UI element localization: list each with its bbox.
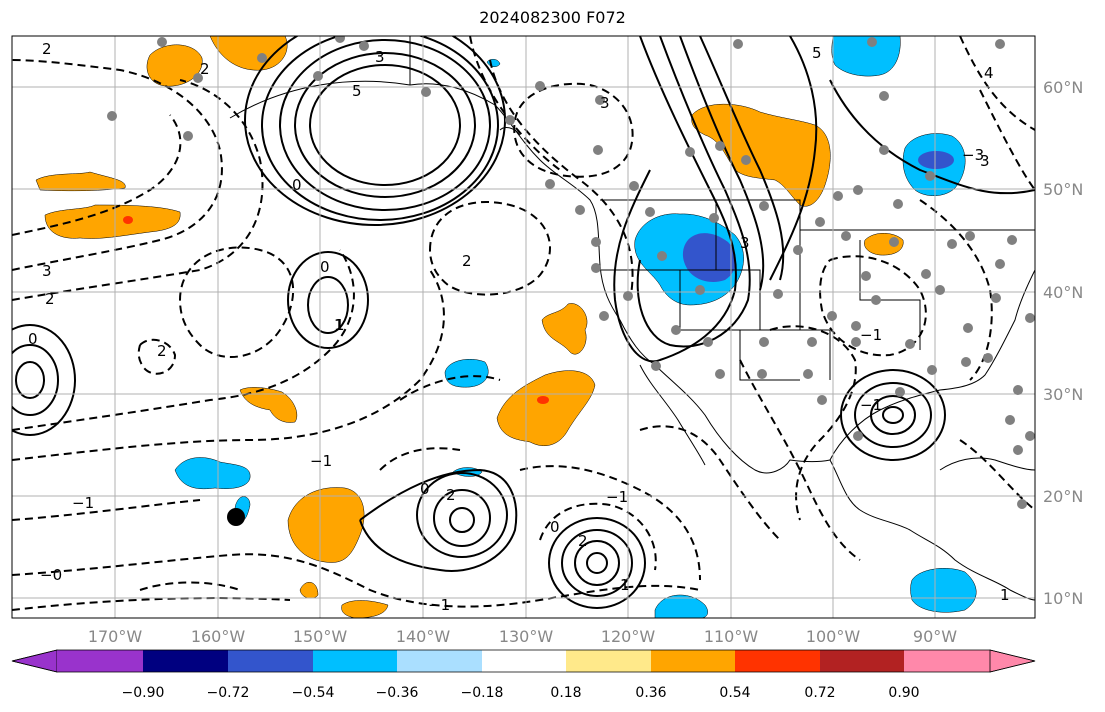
latitude-labels: 60°N 50°N 40°N 30°N 20°N 10°N <box>1043 78 1083 608</box>
lat-label: 60°N <box>1043 78 1083 97</box>
lat-label: 40°N <box>1043 283 1083 302</box>
longitude-labels: 170°W 160°W 150°W 140°W 130°W 120°W 110°… <box>88 627 957 646</box>
graticule <box>12 36 1035 618</box>
lat-label: 20°N <box>1043 487 1083 506</box>
contour-label: −1 <box>310 452 332 470</box>
contour-label: 5 <box>812 44 822 62</box>
contour-label: 1 <box>620 576 630 594</box>
contour-label: −1 <box>72 494 94 512</box>
colorbar-swatch <box>57 650 143 672</box>
map-background <box>12 36 1035 618</box>
contour-label: 3 <box>375 48 385 66</box>
lon-label: 110°W <box>704 627 759 646</box>
colorbar-swatch <box>904 650 990 672</box>
contour-label: 2 <box>42 40 52 58</box>
contour-label: 2 <box>446 486 456 504</box>
map-frame <box>11 35 1036 619</box>
contour-label: 5 <box>352 82 362 100</box>
strong-positive-shading <box>123 216 549 404</box>
lat-label: 10°N <box>1043 589 1083 608</box>
contour-label: 3 <box>980 152 990 170</box>
colorbar: −0.90 −0.72 −0.54 −0.36 −0.18 0.18 0.36 … <box>11 649 1036 701</box>
colorbar-label: −0.36 <box>376 685 419 701</box>
contour-label: 0 <box>320 258 330 276</box>
colorbar-label: 0.54 <box>719 685 750 701</box>
contour-label: 1 <box>334 316 344 334</box>
colorbar-swatch <box>482 650 566 672</box>
colorbar-label: 0.18 <box>550 685 581 701</box>
lon-label: 90°W <box>913 627 957 646</box>
contour-label-group: 2 3 3 5 0 0 3 2 3 0 2 2 1 −1 2 −1 −1 −1 … <box>28 40 1010 614</box>
colorbar-low-arrow <box>11 649 58 673</box>
contour-label: −1 <box>428 596 450 614</box>
colorbar-swatch <box>228 650 313 672</box>
colorbar-label: −0.90 <box>122 685 165 701</box>
lon-label: 170°W <box>88 627 143 646</box>
lon-label: 100°W <box>806 627 861 646</box>
lon-label: 160°W <box>191 627 246 646</box>
contour-label: 2 <box>200 60 210 78</box>
lon-label: 120°W <box>601 627 656 646</box>
contour-label: −3 <box>962 146 984 164</box>
contour-label: −1 <box>860 396 882 414</box>
station-markers <box>107 36 1035 509</box>
map-title: 2024082300 F072 <box>479 8 626 27</box>
contour-label: 4 <box>984 64 994 82</box>
colorbar-swatch <box>566 650 651 672</box>
colorbar-high-arrow <box>989 649 1036 673</box>
contour-label: 0 <box>28 330 38 348</box>
lon-label: 130°W <box>499 627 554 646</box>
colorbar-label: 0.72 <box>804 685 835 701</box>
positive-anomaly-shading <box>35 36 904 618</box>
contour-label: 2 <box>157 342 167 360</box>
contour-label: 2 <box>45 290 55 308</box>
lat-label: 50°N <box>1043 180 1083 199</box>
contour-label: 0 <box>420 480 430 498</box>
highlight-marker <box>227 508 245 526</box>
colorbar-outline <box>11 649 1036 673</box>
contour-label: −1 <box>606 488 628 506</box>
colorbar-label: 0.36 <box>635 685 666 701</box>
contour-label: −1 <box>860 326 882 344</box>
colorbar-swatch <box>313 650 397 672</box>
colorbar-swatch <box>820 650 904 672</box>
colorbar-swatch <box>735 650 820 672</box>
lon-label: 150°W <box>293 627 348 646</box>
contour-label: 0 <box>550 518 560 536</box>
colorbar-label: −0.18 <box>461 685 504 701</box>
colorbar-swatch <box>651 650 735 672</box>
positive-contours <box>12 36 1035 609</box>
colorbar-label: −0.54 <box>292 685 335 701</box>
contour-label: 1 <box>335 316 345 334</box>
colorbar-swatch <box>143 650 228 672</box>
colorbar-label: −0.72 <box>207 685 250 701</box>
lon-label: 140°W <box>396 627 451 646</box>
contour-label: 1 <box>1000 586 1010 604</box>
contour-label: 3 <box>600 94 610 112</box>
colorbar-swatch <box>397 650 482 672</box>
contour-label: 2 <box>578 532 588 550</box>
colorbar-label: 0.90 <box>888 685 919 701</box>
contour-label: 0 <box>292 176 302 194</box>
contour-label: 2 <box>462 252 472 270</box>
lat-label: 30°N <box>1043 385 1083 404</box>
contour-label: −0 <box>40 566 62 584</box>
contour-label: 3 <box>740 234 750 252</box>
contour-label: 3 <box>42 262 52 280</box>
